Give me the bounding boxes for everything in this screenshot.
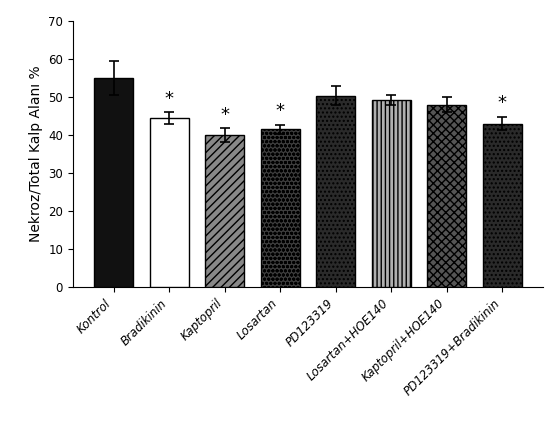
- Bar: [206, 135, 244, 287]
- Bar: [316, 96, 355, 287]
- Text: *: *: [220, 106, 229, 124]
- Bar: [427, 105, 466, 287]
- Bar: [372, 100, 410, 287]
- Bar: [94, 78, 133, 287]
- Text: *: *: [276, 102, 284, 120]
- Y-axis label: Nekroz/Total Kalp Alanı %: Nekroz/Total Kalp Alanı %: [29, 66, 43, 242]
- Text: *: *: [498, 94, 507, 112]
- Bar: [150, 118, 189, 287]
- Bar: [261, 129, 300, 287]
- Text: *: *: [165, 90, 174, 108]
- Bar: [483, 124, 522, 287]
